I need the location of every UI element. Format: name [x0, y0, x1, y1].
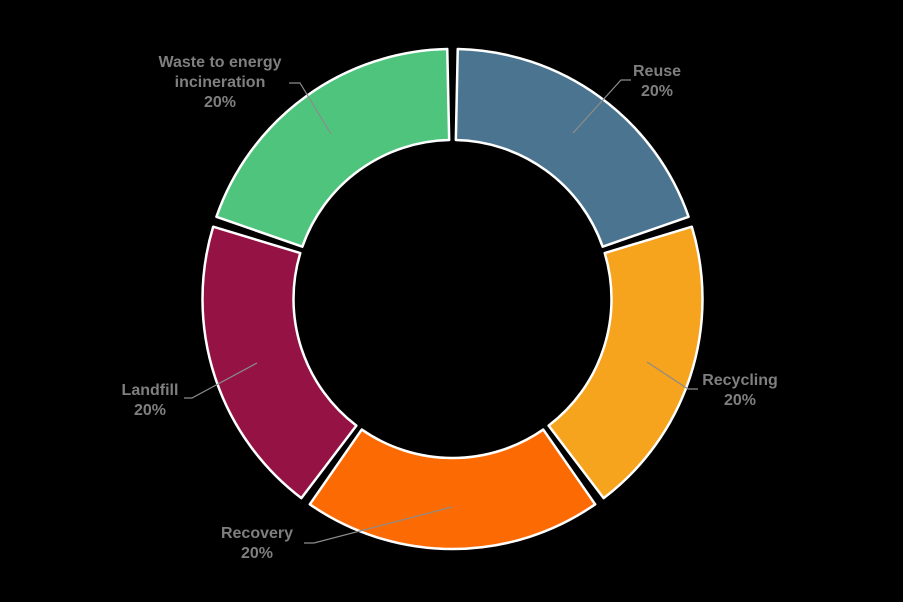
pie-slice-recovery[interactable] [308, 428, 597, 551]
leader-line-reuse [572, 79, 631, 134]
slice-label-recycling: Recycling 20% [702, 372, 778, 409]
pie-slice-reuse[interactable] [454, 47, 690, 248]
leader-line-landfill [184, 362, 258, 399]
leader-line-recovery [304, 506, 453, 544]
leader-line-waste-to-energy-incineration [289, 82, 332, 135]
slice-label-waste-to-energy-incineration: Waste to energy incineration 20% [159, 54, 282, 111]
slice-label-recovery: Recovery 20% [221, 525, 293, 562]
pie-slice-landfill[interactable] [201, 225, 358, 500]
pie-slice-waste-to-energy-incineration[interactable] [215, 47, 451, 248]
leader-line-recycling [646, 361, 698, 390]
slice-label-landfill: Landfill 20% [122, 382, 179, 419]
pie-slice-recycling[interactable] [547, 225, 704, 500]
slice-label-reuse: Reuse 20% [633, 63, 681, 100]
